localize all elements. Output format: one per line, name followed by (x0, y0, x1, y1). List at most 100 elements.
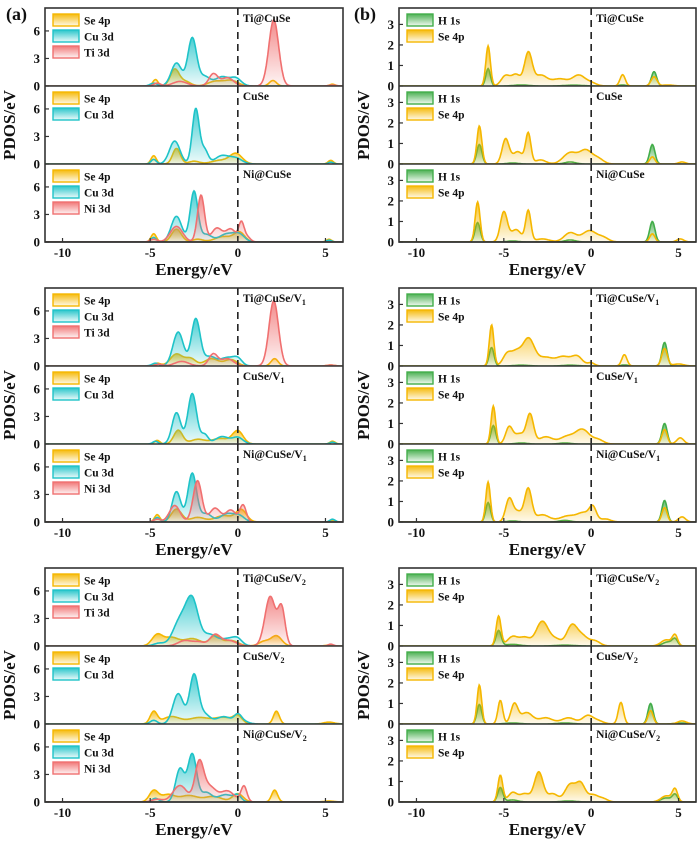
x-tick-label: 5 (675, 245, 682, 260)
legend-label-cu-3d: Cu 3d (84, 390, 114, 402)
legend-label-cu-3d: Cu 3d (84, 110, 114, 122)
subplot-cuse: 0 1 2 3 H 1s Se 4p CuSe (388, 86, 696, 172)
x-tick-label: -10 (54, 525, 71, 540)
area-ti-3d (45, 596, 343, 646)
chart-a-group1: 0 3 6 Se 4p Cu 3d Ti 3d Ti@CuSe 0 3 6 Se 4p Cu 3d Cu… (0, 7, 344, 279)
y-tick-label: 6 (34, 303, 41, 318)
y-axis-title: PDOS/eV (0, 649, 19, 720)
x-tick-label: -10 (408, 245, 425, 260)
system-label-subscript: 2 (656, 734, 660, 743)
legend-swatch-ni-3d (52, 761, 80, 775)
legend-swatch-cu-3d (52, 309, 80, 323)
legend-label-ni-3d: Ni 3d (84, 764, 111, 776)
y-tick-label: 3 (34, 409, 41, 424)
line-ti-3d (45, 299, 343, 366)
y-tick-label: 2 (388, 753, 395, 768)
system-label-subscript: 1 (656, 454, 660, 463)
x-tick-label: -10 (54, 245, 71, 260)
system-label: CuSe (596, 91, 622, 103)
y-tick-label: 3 (388, 733, 395, 748)
legend-label-se-4p: Se 4p (438, 390, 465, 402)
legend-swatch-se-4p (52, 13, 80, 27)
area-cu-3d (45, 108, 343, 164)
y-tick-label: 3 (388, 173, 395, 188)
y-tick-label: 1 (388, 338, 395, 353)
legend-label-ni-3d: Ni 3d (84, 204, 111, 216)
y-tick-label: 6 (34, 583, 41, 598)
legend-swatch-se-4p (406, 309, 434, 323)
legend-swatch-se-4p (52, 293, 80, 307)
y-tick-label: 0 (388, 157, 395, 172)
subplot-ni-cuse-v2: 0 1 2 3 H 1s Se 4p Ni@CuSe/V2 (388, 724, 696, 810)
y-tick-label: 2 (388, 37, 395, 52)
line-cu-3d (45, 36, 343, 86)
legend-swatch-se-4p (406, 387, 434, 401)
panel-label-a: (a) (6, 4, 27, 25)
chart-a-group3: 0 3 6 Se 4p Cu 3d Ti 3d Ti@CuSe/V2 0 3 6 Se 4p Cu 3… (0, 567, 344, 839)
system-label: CuSe (243, 91, 269, 103)
legend-label-cu-3d: Cu 3d (84, 32, 114, 44)
legend-swatch-h-1s (406, 573, 434, 587)
x-tick-label: 5 (675, 525, 682, 540)
legend-swatch-cu-3d (52, 107, 80, 121)
legend-label-se-4p: Se 4p (84, 576, 111, 588)
y-tick-label: 3 (34, 611, 41, 626)
legend-label-h-1s: H 1s (438, 576, 461, 588)
legend-label-ni-3d: Ni 3d (84, 484, 111, 496)
system-label: Ni@CuSe/V1 (243, 449, 307, 463)
system-label-subscript: 1 (281, 376, 285, 385)
line-cu-3d (45, 672, 343, 724)
legend-label-cu-3d: Cu 3d (84, 670, 114, 682)
system-label-subscript: 1 (655, 298, 659, 307)
y-tick-label: 3 (34, 767, 41, 782)
line-cu-3d (45, 594, 343, 646)
system-label-subscript: 2 (302, 578, 306, 587)
chart-frame (398, 7, 697, 243)
line-cu-3d (45, 472, 343, 522)
line-cu-3d (45, 317, 343, 366)
system-label: Ni@CuSe/V1 (596, 449, 660, 463)
area-ti-3d (45, 19, 343, 86)
y-tick-label: 1 (388, 618, 395, 633)
line-se-4p (399, 614, 696, 646)
y-tick-label: 1 (388, 214, 395, 229)
area-cu-3d (45, 37, 343, 86)
y-tick-label: 1 (388, 416, 395, 431)
x-axis-title: Energy/eV (509, 820, 587, 839)
chart-frame (398, 287, 697, 523)
system-label: CuSe/V1 (243, 371, 285, 385)
y-tick-label: 3 (388, 453, 395, 468)
subplot-cuse-v1: 0 1 2 3 H 1s Se 4p CuSe/V1 (388, 366, 696, 452)
legend-label-h-1s: H 1s (438, 374, 461, 386)
x-axis-title: Energy/eV (509, 540, 587, 559)
line-h-1s (399, 220, 696, 242)
line-se-4p (399, 403, 696, 444)
line-se-4p (399, 323, 696, 366)
y-tick-label: 3 (388, 95, 395, 110)
y-tick-label: 3 (388, 375, 395, 390)
system-label-subscript: 1 (303, 454, 307, 463)
area-cu-3d (45, 393, 343, 444)
y-axis-title: PDOS/eV (354, 369, 373, 440)
legend-swatch-ti-3d (52, 45, 80, 59)
y-tick-label: 2 (388, 395, 395, 410)
area-se-4p (399, 325, 696, 366)
system-label-subscript: 2 (655, 578, 659, 587)
subplot-ti-cuse-v1: 0 3 6 Se 4p Cu 3d Ti 3d Ti@CuSe/V1 (34, 288, 343, 374)
subplot-ti-cuse-v2: 0 1 2 3 H 1s Se 4p Ti@CuSe/V2 (388, 568, 696, 654)
subplot-cuse-v2: 0 3 6 Se 4p Cu 3d CuSe/V2 (34, 646, 343, 732)
y-tick-label: 0 (34, 639, 41, 654)
x-tick-label: -5 (498, 805, 509, 820)
legend-swatch-ti-3d (52, 325, 80, 339)
system-label-subscript: 1 (302, 298, 306, 307)
subplot-cuse-v2: 0 1 2 3 H 1s Se 4p CuSe/V2 (388, 646, 696, 732)
y-tick-label: 1 (388, 136, 395, 151)
chart-b-group2: 0 1 2 3 H 1s Se 4p Ti@CuSe/V1 0 1 2 3 H 1s Se 4p CuSe… (354, 287, 697, 559)
legend-swatch-se-4p (406, 29, 434, 43)
legend-swatch-h-1s (406, 729, 434, 743)
system-label: Ti@CuSe/V2 (596, 573, 659, 587)
subplot-cuse-v1: 0 3 6 Se 4p Cu 3d CuSe/V1 (34, 366, 343, 452)
subplot-ti-cuse-v1: 0 1 2 3 H 1s Se 4p Ti@CuSe/V1 (388, 288, 696, 374)
legend-label-se-4p: Se 4p (84, 452, 111, 464)
legend-label-se-4p: Se 4p (84, 732, 111, 744)
